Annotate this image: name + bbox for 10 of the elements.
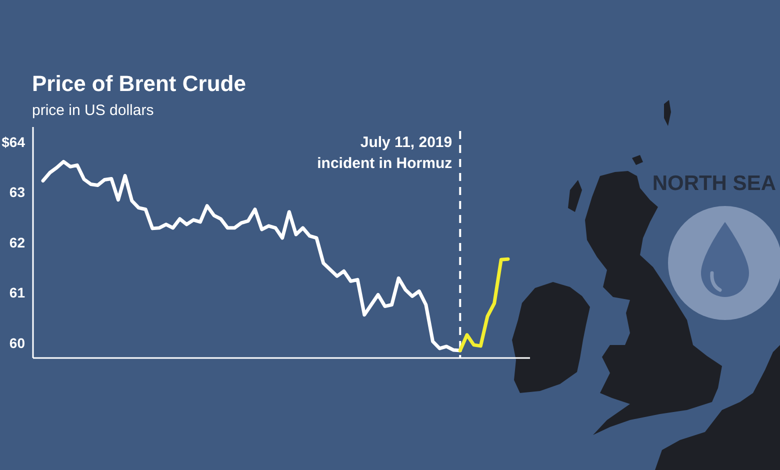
chart-title: Price of Brent Crude [32, 71, 246, 96]
y-tick-label: 63 [9, 184, 26, 200]
annotation: July 11, 2019 incident in Hormuz [317, 134, 452, 172]
y-tick-label: 60 [9, 334, 26, 351]
y-tick-label: $64 [2, 134, 26, 150]
text: NORTH SEA [652, 172, 776, 195]
y-tick-label: 62 [9, 234, 26, 250]
y-tick-label: 61 [9, 284, 26, 301]
chart-subtitle: price in US dollars [32, 102, 154, 119]
line-series [458, 257, 510, 352]
